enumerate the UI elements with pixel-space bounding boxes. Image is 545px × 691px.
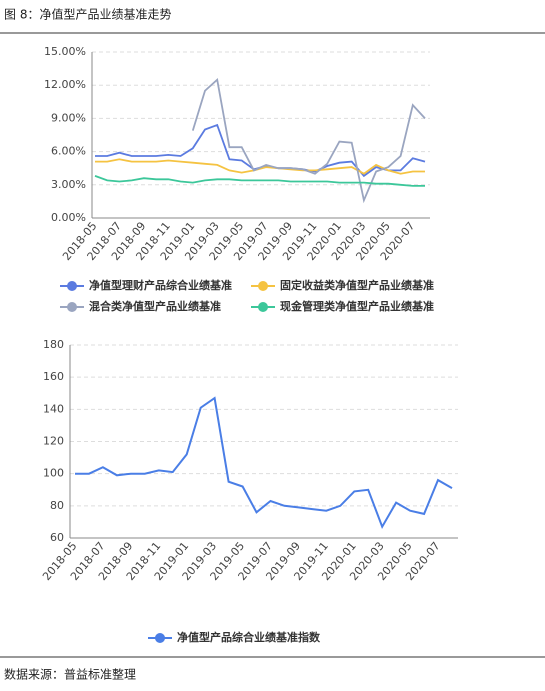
y-tick-label: 9.00% [51, 111, 86, 124]
y-tick-label: 100 [43, 467, 64, 480]
legend-label: 固定收益类净值型产品业绩基准 [280, 278, 434, 292]
y-tick-label: 140 [43, 402, 64, 415]
y-tick-label: 160 [43, 370, 64, 383]
legend-label: 现金管理类净值型产品业绩基准 [280, 299, 434, 313]
figure-title: 图 8：净值型产品业绩基准走势 [4, 7, 171, 22]
series-line [95, 158, 425, 175]
legend-swatch [258, 302, 268, 312]
legend-swatch [67, 302, 77, 312]
y-tick-label: 120 [43, 435, 64, 448]
y-tick-label: 0.00% [51, 211, 86, 224]
legend-label: 混合类净值型产品业绩基准 [89, 299, 221, 313]
legend-label: 净值型产品综合业绩基准指数 [177, 630, 321, 644]
y-tick-label: 15.00% [44, 45, 86, 58]
y-tick-label: 180 [43, 338, 64, 351]
y-tick-label: 6.00% [51, 145, 86, 158]
legend-label: 净值型理财产品综合业绩基准 [89, 278, 232, 292]
legend-swatch [258, 281, 268, 291]
y-tick-label: 3.00% [51, 178, 86, 191]
series-line [94, 175, 425, 187]
legend-swatch [67, 281, 77, 291]
series-line [75, 396, 453, 530]
y-tick-label: 12.00% [44, 78, 86, 91]
y-tick-label: 60 [50, 531, 64, 544]
source-note: 数据来源：普益标准整理 [4, 667, 136, 682]
legend-swatch [155, 633, 165, 643]
series-line [191, 77, 426, 204]
y-tick-label: 80 [50, 499, 64, 512]
